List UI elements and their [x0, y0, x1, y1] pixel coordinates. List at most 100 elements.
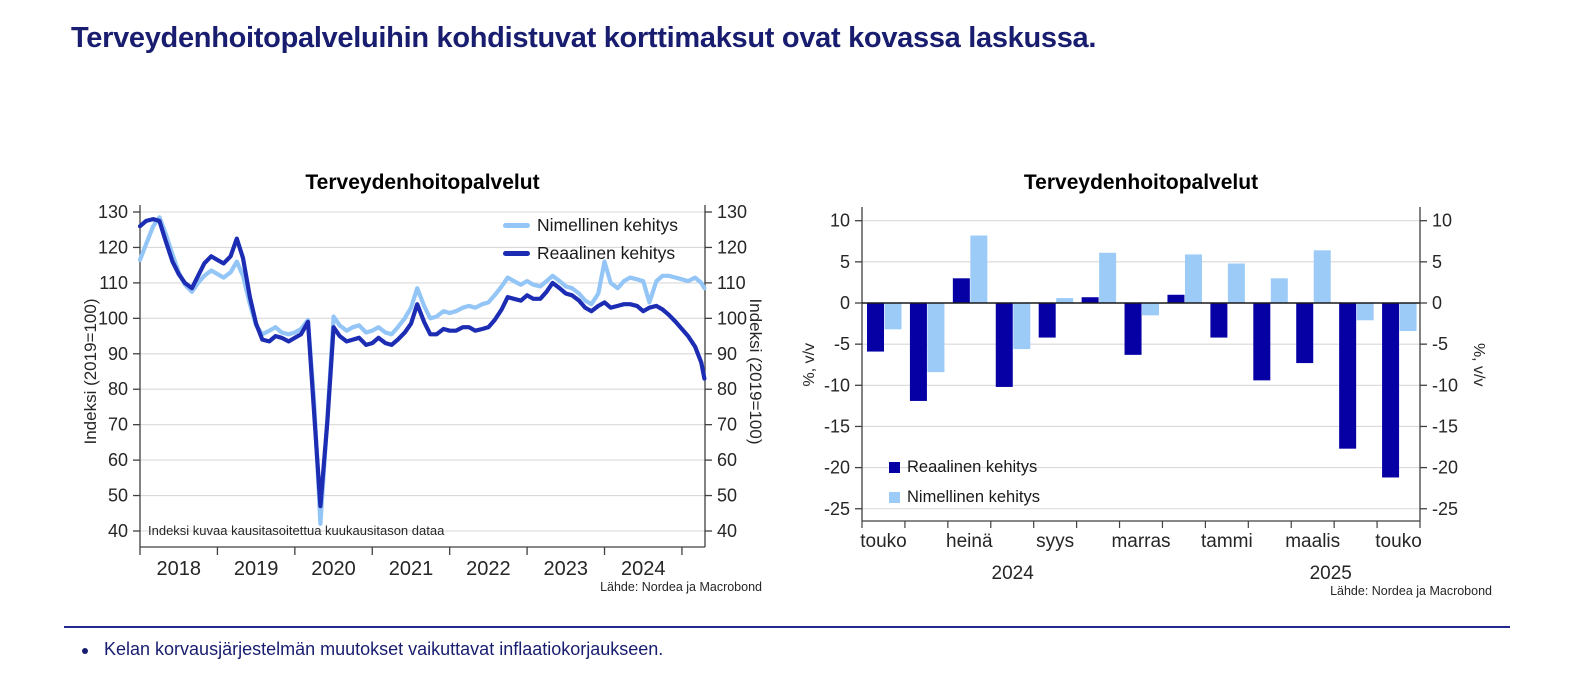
y-tick-label-left: -15 — [824, 416, 850, 436]
bar-reaalinen — [1124, 303, 1142, 355]
bar-reaalinen — [1167, 294, 1185, 303]
x-tick-label: 2018 — [156, 558, 201, 580]
legend-item-reaalinen: Reaalinen kehitys — [503, 243, 678, 264]
y-axis-title-right: %, v/v — [1470, 343, 1487, 387]
bar-nimellinen — [1227, 263, 1245, 303]
x-tick-label: syys — [1036, 531, 1074, 552]
bar-reaalinen — [1210, 303, 1228, 338]
bar-reaalinen — [1382, 303, 1400, 478]
bar-reaalinen — [1253, 303, 1271, 381]
y-tick-label-right: 70 — [717, 415, 737, 435]
y-tick-label-right: -20 — [1432, 458, 1458, 478]
line-chart-legend: Nimellinen kehitys Reaalinen kehitys — [503, 215, 678, 264]
x-tick-label: 2019 — [234, 558, 279, 580]
bar-reaalinen — [1038, 303, 1056, 338]
line-chart-canvas: 40 40 50 50 60 60 70 70 80 80 90 90 100 100 110 110 120 1… — [81, 202, 765, 580]
x-tick-label: 2022 — [466, 558, 511, 580]
legend-label: Nimellinen kehitys — [907, 488, 1040, 506]
bullet-dot-icon — [82, 647, 88, 654]
y-tick-label-left: 110 — [99, 273, 128, 293]
bar-nimellinen — [927, 303, 945, 373]
year-label: 2025 — [1310, 563, 1352, 584]
y-tick-label-right: 110 — [717, 273, 746, 293]
y-tick-label-left: 90 — [108, 344, 128, 364]
bar-nimellinen — [1056, 298, 1074, 303]
y-tick-label-right: 40 — [717, 521, 737, 541]
x-tick-label: 2023 — [544, 558, 589, 580]
y-tick-label-right: -10 — [1432, 375, 1458, 395]
x-tick-label: 2020 — [311, 558, 356, 580]
year-label: 2024 — [992, 563, 1035, 584]
y-tick-label-right: -25 — [1432, 499, 1458, 519]
y-axis-title-left: Indeksi (2019=100) — [81, 298, 100, 444]
series-reaalinen — [137, 216, 707, 509]
y-tick-label-left: 10 — [830, 211, 850, 231]
bar-nimellinen — [970, 235, 988, 303]
bar-nimellinen — [1270, 278, 1288, 303]
bar-chart-legend: Reaalinen kehitys Nimellinen kehitys — [889, 458, 1040, 507]
legend-item-nimellinen: Nimellinen kehitys — [503, 215, 678, 236]
y-tick-label-right: 0 — [1432, 293, 1442, 313]
nimellinen-bar-swatch — [889, 492, 900, 503]
bar-reaalinen — [952, 278, 970, 303]
y-tick-label-left: 100 — [98, 308, 128, 328]
y-tick-label-left: -20 — [824, 458, 850, 478]
y-tick-label-left: 130 — [98, 202, 128, 222]
legend-item-reaalinen: Reaalinen kehitys — [889, 458, 1040, 477]
x-tick-label: touko — [860, 531, 906, 552]
reaalinen-bar-swatch — [889, 462, 900, 473]
y-tick-label-left: 40 — [108, 521, 128, 541]
y-tick-label-right: 130 — [717, 202, 747, 222]
bar-reaalinen — [1296, 303, 1314, 364]
bar-nimellinen — [1399, 303, 1417, 331]
nimellinen-line-swatch — [503, 223, 530, 228]
y-tick-label-right: -5 — [1432, 334, 1448, 354]
bar-nimellinen — [1356, 303, 1374, 321]
bar-nimellinen — [1313, 250, 1331, 303]
y-tick-label-right: 50 — [717, 486, 737, 506]
line-chart-title: Terveydenhoitopalvelut — [305, 171, 540, 194]
y-tick-label-left: 0 — [840, 293, 850, 313]
y-tick-label-right: 120 — [717, 237, 747, 257]
source-note: Lähde: Nordea ja Macrobond — [600, 580, 762, 594]
source-note: Lähde: Nordea ja Macrobond — [1330, 584, 1492, 598]
x-tick-label: heinä — [946, 531, 993, 552]
legend-label: Nimellinen kehitys — [537, 215, 679, 235]
divider-line — [64, 626, 1510, 628]
bar-chart-canvas: 10 10 5 5 0 0 -5 -5 -10 -10 -15 -15 -20 -20 -25 -25 touk… — [801, 207, 1487, 584]
chart-footnote: Indeksi kuvaa kausitasoitettua kuukausit… — [148, 523, 445, 538]
bar-nimellinen — [884, 303, 902, 330]
y-tick-label-left: -25 — [824, 499, 850, 519]
y-tick-label-right: -15 — [1432, 416, 1458, 436]
y-tick-label-left: 50 — [108, 486, 128, 506]
x-tick-label: marras — [1111, 531, 1170, 552]
reaalinen-line-swatch — [503, 251, 530, 256]
y-tick-label-left: -5 — [834, 334, 850, 354]
bar-nimellinen — [1013, 303, 1031, 350]
y-tick-label-right: 90 — [717, 344, 737, 364]
series-nimellinen — [137, 215, 707, 526]
bar-reaalinen — [995, 303, 1013, 387]
y-tick-label-left: 70 — [108, 415, 128, 435]
y-tick-label-right: 100 — [717, 308, 747, 328]
y-tick-label-right: 5 — [1432, 252, 1442, 272]
bar-nimellinen — [1184, 254, 1202, 303]
page-title: Terveydenhoitopalveluihin kohdistuvat ko… — [71, 22, 1097, 54]
x-tick-label: tammi — [1201, 531, 1253, 552]
y-axis-title-right: Indeksi (2019=100) — [746, 298, 765, 444]
bullet-item: Kelan korvausjärjestelmän muutokset vaik… — [82, 639, 663, 660]
bar-nimellinen — [1099, 252, 1117, 303]
y-tick-label-left: 60 — [108, 450, 128, 470]
bar-reaalinen — [1081, 297, 1099, 303]
bar-reaalinen — [1339, 303, 1357, 449]
y-tick-label-left: 80 — [108, 379, 128, 399]
legend-label: Reaalinen kehitys — [537, 243, 676, 263]
x-tick-label: maalis — [1285, 531, 1340, 552]
bar-reaalinen — [867, 303, 884, 352]
y-tick-label-right: 80 — [717, 379, 737, 399]
legend-item-nimellinen: Nimellinen kehitys — [889, 488, 1040, 507]
bar-chart-figure: Terveydenhoitopalvelut 10 10 5 5 0 0 -5 -5 -10 -1… — [800, 165, 1500, 605]
y-tick-label-left: -10 — [824, 375, 850, 395]
x-tick-label: 2024 — [621, 558, 666, 580]
